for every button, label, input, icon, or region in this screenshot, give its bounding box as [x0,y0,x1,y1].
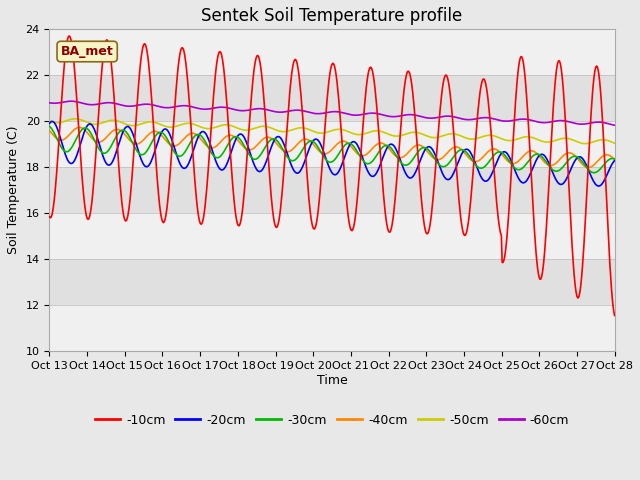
-40cm [402,152,410,158]
-50cm [202,126,210,132]
-40cm [611,157,618,163]
-60cm [45,100,53,106]
-20cm [611,158,618,164]
-50cm [581,141,589,146]
-50cm [172,123,180,129]
-60cm [67,98,74,104]
-60cm [418,114,426,120]
-40cm [45,128,53,133]
Line: -50cm: -50cm [49,119,614,144]
-30cm [45,123,53,129]
-20cm [48,119,56,124]
-10cm [172,88,180,94]
-20cm [172,150,180,156]
-50cm [56,120,63,125]
-10cm [418,203,426,209]
-10cm [202,195,210,201]
-10cm [611,312,618,318]
-10cm [45,214,53,219]
Line: -40cm: -40cm [49,127,614,168]
-60cm [172,104,180,109]
-30cm [114,131,122,137]
-40cm [76,124,83,130]
-20cm [418,153,426,159]
-20cm [56,135,64,141]
Bar [49,75,614,121]
-20cm [115,142,122,147]
Bar [49,305,614,351]
-60cm [115,101,122,107]
-30cm [417,146,425,152]
-30cm [172,150,179,156]
Legend: -10cm, -20cm, -30cm, -40cm, -50cm, -60cm: -10cm, -20cm, -30cm, -40cm, -50cm, -60cm [90,409,574,432]
Bar [49,121,614,167]
-40cm [418,144,426,149]
-20cm [402,170,410,176]
Bar [49,29,614,75]
-40cm [202,142,210,148]
-50cm [418,131,426,137]
-10cm [402,77,410,83]
-40cm [115,127,122,132]
Text: BA_met: BA_met [61,45,113,58]
-20cm [45,120,53,126]
-50cm [402,132,410,137]
-50cm [72,116,79,122]
-20cm [202,131,210,137]
-50cm [115,119,122,124]
-30cm [611,156,618,162]
-40cm [56,137,63,143]
-10cm [115,162,122,168]
Title: Sentek Soil Temperature profile: Sentek Soil Temperature profile [202,7,463,25]
-60cm [56,100,63,106]
Line: -60cm: -60cm [49,101,614,125]
X-axis label: Time: Time [317,373,348,386]
-20cm [595,183,603,189]
-60cm [202,106,210,112]
-40cm [585,165,593,170]
Bar [49,167,614,213]
Y-axis label: Soil Temperature (C): Soil Temperature (C) [7,126,20,254]
-60cm [611,122,618,128]
-30cm [590,170,598,176]
Bar [49,213,614,259]
-50cm [45,118,53,124]
Line: -20cm: -20cm [49,121,614,186]
Line: -30cm: -30cm [49,126,614,173]
-10cm [65,33,73,39]
-40cm [172,143,180,149]
-10cm [56,126,63,132]
-30cm [201,138,209,144]
Bar [49,259,614,305]
-30cm [56,142,63,147]
-50cm [611,140,618,146]
-30cm [401,162,408,168]
Line: -10cm: -10cm [49,36,614,315]
-60cm [402,112,410,118]
